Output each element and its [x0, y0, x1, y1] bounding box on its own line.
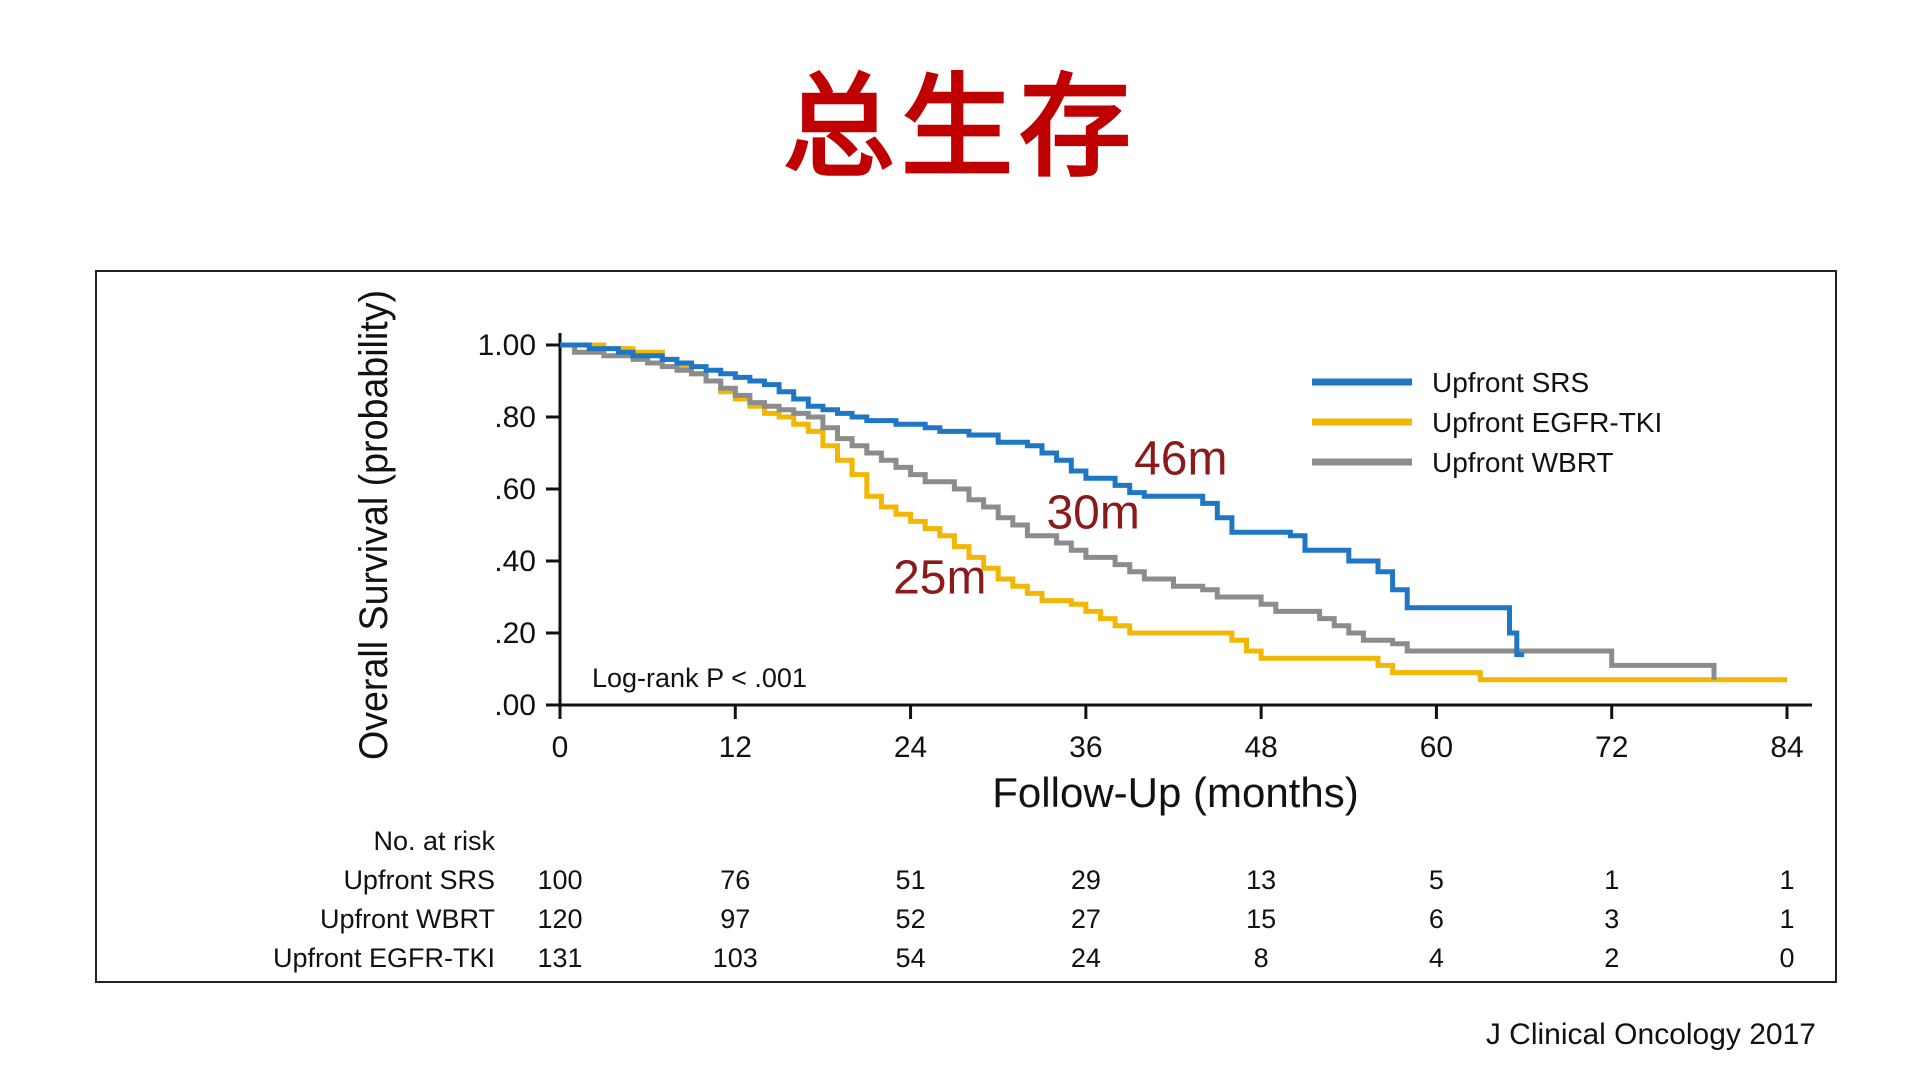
risk-table-cell: 5 [1429, 865, 1444, 895]
legend-label: Upfront WBRT [1432, 447, 1614, 478]
risk-table-cell: 2 [1604, 943, 1619, 973]
risk-table-cell: 24 [1071, 943, 1101, 973]
risk-table-cell: 120 [537, 904, 582, 934]
y-tick-label: .00 [494, 689, 536, 722]
series-line-upfront-srs [560, 342, 1525, 658]
y-tick-label: .80 [494, 401, 536, 434]
risk-table-cell: 51 [896, 865, 926, 895]
slide-title: 总生存 [783, 62, 1137, 193]
risk-table-cell: 103 [713, 943, 758, 973]
risk-table-cell: 8 [1254, 943, 1269, 973]
x-tick-label: 12 [719, 731, 752, 764]
x-tick-label: 72 [1595, 731, 1628, 764]
risk-table-cell: 1 [1779, 904, 1794, 934]
km-chart-frame: .00.20.40.60.80 1.00 0 12 24 36 48 60 72 84 Follow… [95, 270, 1837, 983]
risk-table-cell: 97 [720, 904, 750, 934]
risk-table-cell: 100 [537, 865, 582, 895]
risk-table-cell: 27 [1071, 904, 1101, 934]
y-tick-label: .20 [494, 617, 536, 650]
risk-table-cell: 29 [1071, 865, 1101, 895]
x-tick-label: 0 [552, 731, 569, 764]
risk-table-cell: 6 [1429, 904, 1444, 934]
x-tick-label: 84 [1770, 731, 1803, 764]
log-rank-annotation: Log-rank P < .001 [592, 663, 807, 693]
y-tick-label: .60 [494, 473, 536, 506]
y-tick-label: .40 [494, 545, 536, 578]
risk-table-cell: 4 [1429, 943, 1444, 973]
series-line-upfront-wbrt [560, 342, 1717, 680]
median-label: 25m [893, 551, 986, 604]
risk-table-row-label: Upfront WBRT [320, 904, 495, 934]
risk-table-cell: 13 [1246, 865, 1276, 895]
x-tick-label: 60 [1420, 731, 1453, 764]
citation: J Clinical Oncology 2017 [1485, 1018, 1816, 1051]
km-chart: .00.20.40.60.801.000 12 24 36 48 60 72 84Follow… [273, 290, 1812, 973]
risk-table-cell: 0 [1779, 943, 1794, 973]
risk-table-header: No. at risk [373, 826, 495, 856]
x-tick-label: 36 [1069, 731, 1102, 764]
x-tick-label: 24 [894, 731, 927, 764]
risk-table-row-label: Upfront EGFR-TKI [273, 943, 495, 973]
risk-table-cell: 76 [720, 865, 750, 895]
risk-table-cell: 54 [896, 943, 926, 973]
median-label: 46m [1134, 433, 1227, 486]
legend-label: Upfront EGFR-TKI [1432, 407, 1662, 438]
median-label: 30m [1046, 487, 1139, 540]
risk-table-cell: 131 [537, 943, 582, 973]
y-tick-label: 1.00 [478, 329, 536, 362]
x-tick-label: 48 [1244, 731, 1277, 764]
risk-table-cell: 15 [1246, 904, 1276, 934]
legend-label: Upfront SRS [1432, 367, 1589, 398]
risk-table-cell: 1 [1779, 865, 1794, 895]
risk-table-cell: 3 [1604, 904, 1619, 934]
risk-table-row-label: Upfront SRS [343, 865, 495, 895]
risk-table-cell: 1 [1604, 865, 1619, 895]
risk-table-cell: 52 [896, 904, 926, 934]
x-axis-label: Follow-Up (months) [992, 769, 1358, 816]
y-axis-label: Overall Survival (probability) [352, 290, 396, 760]
